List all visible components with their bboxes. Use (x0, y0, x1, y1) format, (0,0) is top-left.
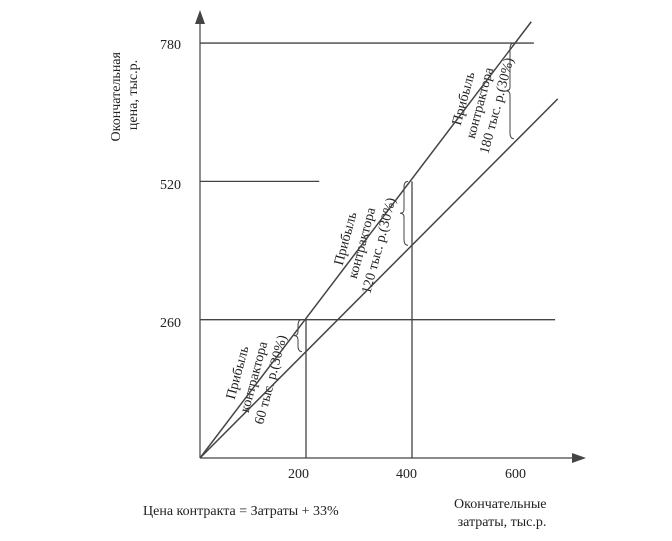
y-tick-label: 780 (160, 38, 181, 53)
y-tick-label: 520 (160, 178, 181, 193)
svg-text:Прибыль контрактора: Прибыль контрактора 120 тыс. р.(30%) (327, 187, 400, 295)
y-tick-label: 260 (160, 316, 181, 331)
x-tick-label: 400 (396, 467, 417, 482)
formula-caption: Цена контракта = Затраты + 33% (143, 504, 339, 519)
profit-brace (293, 319, 303, 353)
profit-annotation-60: Прибыль контрактора 60 тыс. р.(30%) (220, 325, 291, 427)
x-axis-title-line-1: Окончательные (454, 497, 546, 512)
series-line (199, 98, 559, 459)
profit-brace (399, 180, 409, 246)
svg-text:Прибыль контрактора: Прибыль контрактора 60 тыс. р.(30%) (220, 325, 291, 427)
y-axis-title-line-2: цена, тыс.р. (126, 60, 141, 130)
y-axis-title-line-1: Окончательная (109, 51, 124, 141)
svg-text:Прибыль контрактора: Прибыль контрактора 180 тыс. р.(30%) (445, 47, 518, 155)
x-axis-title: Окончательные затраты, тыс.р. (454, 497, 550, 530)
y-axis-arrow (195, 10, 205, 24)
y-axis-title: Окончательная цена, тыс.р. (109, 49, 141, 142)
profit-brace (505, 42, 515, 140)
x-axis-arrow (572, 453, 586, 463)
profit-annotation-180: Прибыль контрактора 180 тыс. р.(30%) (445, 47, 518, 156)
x-tick-label: 600 (505, 467, 526, 482)
profit-annotation-120: Прибыль контрактора 120 тыс. р.(30%) (327, 187, 400, 296)
chart-marks (199, 21, 559, 459)
x-axis-title-line-2: затраты, тыс.р. (458, 515, 547, 530)
series-line (199, 21, 532, 459)
x-tick-label: 200 (288, 467, 309, 482)
